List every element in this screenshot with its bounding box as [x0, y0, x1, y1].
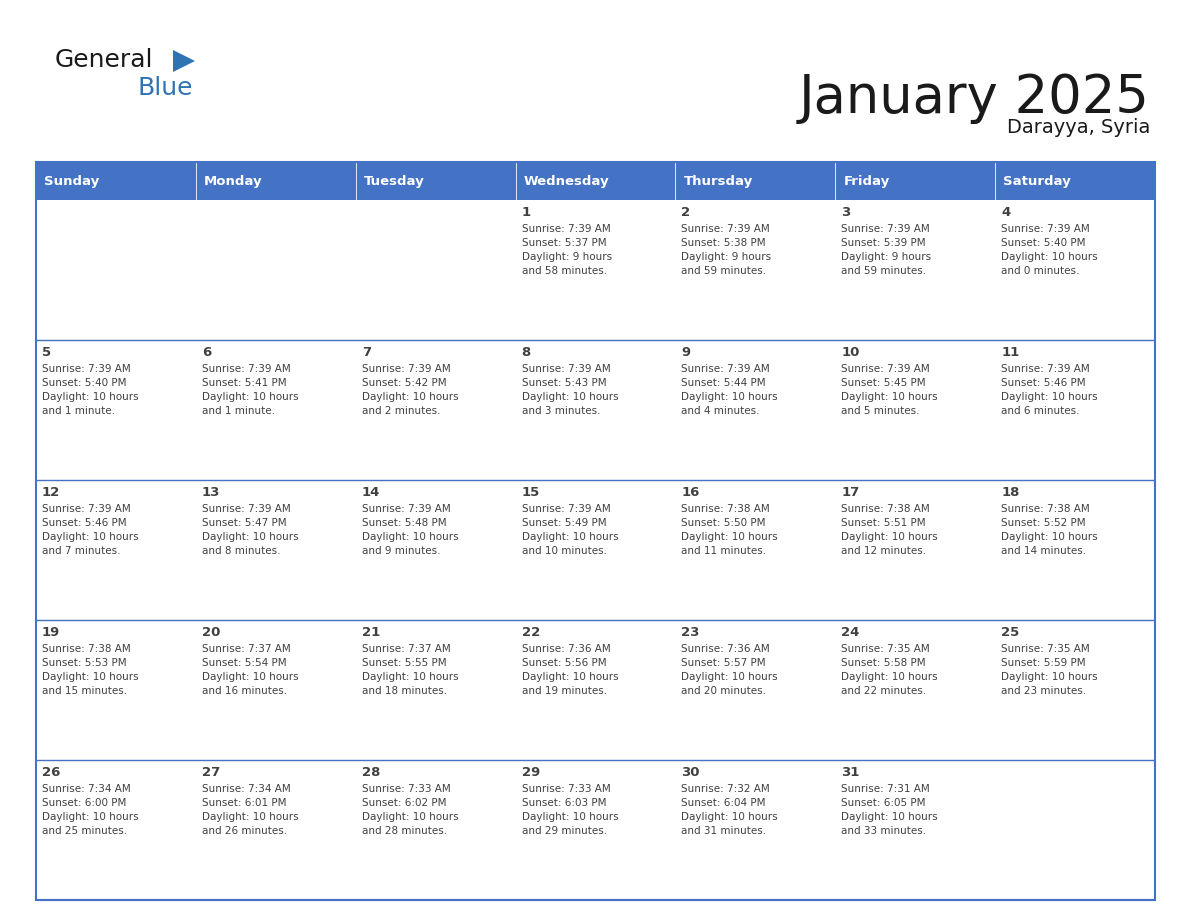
Text: 26: 26 — [42, 766, 61, 779]
Text: 21: 21 — [361, 626, 380, 639]
Bar — [36, 760, 1155, 900]
Text: Sunrise: 7:31 AM
Sunset: 6:05 PM
Daylight: 10 hours
and 33 minutes.: Sunrise: 7:31 AM Sunset: 6:05 PM Dayligh… — [841, 784, 937, 836]
Text: Sunrise: 7:39 AM
Sunset: 5:38 PM
Daylight: 9 hours
and 59 minutes.: Sunrise: 7:39 AM Sunset: 5:38 PM Dayligh… — [682, 224, 771, 276]
Text: 4: 4 — [1001, 206, 1010, 219]
Text: Sunrise: 7:38 AM
Sunset: 5:53 PM
Daylight: 10 hours
and 15 minutes.: Sunrise: 7:38 AM Sunset: 5:53 PM Dayligh… — [42, 644, 139, 696]
Text: Sunrise: 7:39 AM
Sunset: 5:45 PM
Daylight: 10 hours
and 5 minutes.: Sunrise: 7:39 AM Sunset: 5:45 PM Dayligh… — [841, 364, 937, 416]
Text: 3: 3 — [841, 206, 851, 219]
Text: 14: 14 — [361, 486, 380, 499]
Text: Sunrise: 7:35 AM
Sunset: 5:58 PM
Daylight: 10 hours
and 22 minutes.: Sunrise: 7:35 AM Sunset: 5:58 PM Dayligh… — [841, 644, 937, 696]
Text: 12: 12 — [42, 486, 61, 499]
Text: Darayya, Syria: Darayya, Syria — [1006, 118, 1150, 137]
Text: Sunrise: 7:39 AM
Sunset: 5:37 PM
Daylight: 9 hours
and 58 minutes.: Sunrise: 7:39 AM Sunset: 5:37 PM Dayligh… — [522, 224, 612, 276]
Text: Sunrise: 7:38 AM
Sunset: 5:51 PM
Daylight: 10 hours
and 12 minutes.: Sunrise: 7:38 AM Sunset: 5:51 PM Dayligh… — [841, 504, 937, 556]
Text: 15: 15 — [522, 486, 539, 499]
Text: 13: 13 — [202, 486, 220, 499]
Text: 20: 20 — [202, 626, 220, 639]
Text: Sunrise: 7:39 AM
Sunset: 5:41 PM
Daylight: 10 hours
and 1 minute.: Sunrise: 7:39 AM Sunset: 5:41 PM Dayligh… — [202, 364, 298, 416]
Text: 1: 1 — [522, 206, 531, 219]
Text: Sunrise: 7:34 AM
Sunset: 6:00 PM
Daylight: 10 hours
and 25 minutes.: Sunrise: 7:34 AM Sunset: 6:00 PM Dayligh… — [42, 784, 139, 836]
Text: Saturday: Saturday — [1003, 174, 1070, 187]
Text: 9: 9 — [682, 346, 690, 359]
Text: Friday: Friday — [843, 174, 890, 187]
Text: Monday: Monday — [204, 174, 263, 187]
Text: Sunrise: 7:39 AM
Sunset: 5:39 PM
Daylight: 9 hours
and 59 minutes.: Sunrise: 7:39 AM Sunset: 5:39 PM Dayligh… — [841, 224, 931, 276]
Text: Thursday: Thursday — [683, 174, 753, 187]
Bar — [36, 162, 196, 200]
Text: 24: 24 — [841, 626, 860, 639]
Bar — [36, 162, 1155, 900]
Text: 31: 31 — [841, 766, 860, 779]
Text: 22: 22 — [522, 626, 539, 639]
Text: January 2025: January 2025 — [800, 72, 1150, 124]
Text: 27: 27 — [202, 766, 220, 779]
Bar — [835, 162, 996, 200]
Text: General: General — [55, 48, 153, 72]
Text: Sunrise: 7:36 AM
Sunset: 5:56 PM
Daylight: 10 hours
and 19 minutes.: Sunrise: 7:36 AM Sunset: 5:56 PM Dayligh… — [522, 644, 618, 696]
Text: Sunrise: 7:39 AM
Sunset: 5:46 PM
Daylight: 10 hours
and 7 minutes.: Sunrise: 7:39 AM Sunset: 5:46 PM Dayligh… — [42, 504, 139, 556]
Bar — [355, 162, 516, 200]
Bar — [996, 162, 1155, 200]
Text: Sunday: Sunday — [44, 174, 100, 187]
Polygon shape — [173, 50, 195, 72]
Text: Sunrise: 7:39 AM
Sunset: 5:42 PM
Daylight: 10 hours
and 2 minutes.: Sunrise: 7:39 AM Sunset: 5:42 PM Dayligh… — [361, 364, 459, 416]
Bar — [36, 340, 1155, 480]
Text: Wednesday: Wednesday — [524, 174, 609, 187]
Text: 5: 5 — [42, 346, 51, 359]
Text: Sunrise: 7:35 AM
Sunset: 5:59 PM
Daylight: 10 hours
and 23 minutes.: Sunrise: 7:35 AM Sunset: 5:59 PM Dayligh… — [1001, 644, 1098, 696]
Text: 16: 16 — [682, 486, 700, 499]
Text: Sunrise: 7:39 AM
Sunset: 5:48 PM
Daylight: 10 hours
and 9 minutes.: Sunrise: 7:39 AM Sunset: 5:48 PM Dayligh… — [361, 504, 459, 556]
Text: 29: 29 — [522, 766, 539, 779]
Text: 11: 11 — [1001, 346, 1019, 359]
Text: Sunrise: 7:39 AM
Sunset: 5:49 PM
Daylight: 10 hours
and 10 minutes.: Sunrise: 7:39 AM Sunset: 5:49 PM Dayligh… — [522, 504, 618, 556]
Text: 30: 30 — [682, 766, 700, 779]
Text: 25: 25 — [1001, 626, 1019, 639]
Bar — [36, 620, 1155, 760]
Text: Sunrise: 7:33 AM
Sunset: 6:03 PM
Daylight: 10 hours
and 29 minutes.: Sunrise: 7:33 AM Sunset: 6:03 PM Dayligh… — [522, 784, 618, 836]
Text: 23: 23 — [682, 626, 700, 639]
Bar — [516, 162, 676, 200]
Text: 19: 19 — [42, 626, 61, 639]
Text: Sunrise: 7:33 AM
Sunset: 6:02 PM
Daylight: 10 hours
and 28 minutes.: Sunrise: 7:33 AM Sunset: 6:02 PM Dayligh… — [361, 784, 459, 836]
Text: Blue: Blue — [137, 76, 192, 100]
Text: 7: 7 — [361, 346, 371, 359]
Text: 8: 8 — [522, 346, 531, 359]
Text: 28: 28 — [361, 766, 380, 779]
Text: Sunrise: 7:34 AM
Sunset: 6:01 PM
Daylight: 10 hours
and 26 minutes.: Sunrise: 7:34 AM Sunset: 6:01 PM Dayligh… — [202, 784, 298, 836]
Text: 6: 6 — [202, 346, 211, 359]
Text: 2: 2 — [682, 206, 690, 219]
Text: 17: 17 — [841, 486, 860, 499]
Bar — [196, 162, 355, 200]
Text: Sunrise: 7:37 AM
Sunset: 5:55 PM
Daylight: 10 hours
and 18 minutes.: Sunrise: 7:37 AM Sunset: 5:55 PM Dayligh… — [361, 644, 459, 696]
Bar — [676, 162, 835, 200]
Text: Sunrise: 7:36 AM
Sunset: 5:57 PM
Daylight: 10 hours
and 20 minutes.: Sunrise: 7:36 AM Sunset: 5:57 PM Dayligh… — [682, 644, 778, 696]
Text: 18: 18 — [1001, 486, 1019, 499]
Text: Sunrise: 7:39 AM
Sunset: 5:46 PM
Daylight: 10 hours
and 6 minutes.: Sunrise: 7:39 AM Sunset: 5:46 PM Dayligh… — [1001, 364, 1098, 416]
Bar — [36, 200, 1155, 340]
Bar — [36, 480, 1155, 620]
Text: 10: 10 — [841, 346, 860, 359]
Text: Sunrise: 7:39 AM
Sunset: 5:43 PM
Daylight: 10 hours
and 3 minutes.: Sunrise: 7:39 AM Sunset: 5:43 PM Dayligh… — [522, 364, 618, 416]
Text: Sunrise: 7:39 AM
Sunset: 5:47 PM
Daylight: 10 hours
and 8 minutes.: Sunrise: 7:39 AM Sunset: 5:47 PM Dayligh… — [202, 504, 298, 556]
Text: Sunrise: 7:39 AM
Sunset: 5:40 PM
Daylight: 10 hours
and 0 minutes.: Sunrise: 7:39 AM Sunset: 5:40 PM Dayligh… — [1001, 224, 1098, 276]
Text: Sunrise: 7:38 AM
Sunset: 5:52 PM
Daylight: 10 hours
and 14 minutes.: Sunrise: 7:38 AM Sunset: 5:52 PM Dayligh… — [1001, 504, 1098, 556]
Text: Tuesday: Tuesday — [364, 174, 424, 187]
Text: Sunrise: 7:39 AM
Sunset: 5:40 PM
Daylight: 10 hours
and 1 minute.: Sunrise: 7:39 AM Sunset: 5:40 PM Dayligh… — [42, 364, 139, 416]
Text: Sunrise: 7:37 AM
Sunset: 5:54 PM
Daylight: 10 hours
and 16 minutes.: Sunrise: 7:37 AM Sunset: 5:54 PM Dayligh… — [202, 644, 298, 696]
Text: Sunrise: 7:38 AM
Sunset: 5:50 PM
Daylight: 10 hours
and 11 minutes.: Sunrise: 7:38 AM Sunset: 5:50 PM Dayligh… — [682, 504, 778, 556]
Text: Sunrise: 7:39 AM
Sunset: 5:44 PM
Daylight: 10 hours
and 4 minutes.: Sunrise: 7:39 AM Sunset: 5:44 PM Dayligh… — [682, 364, 778, 416]
Text: Sunrise: 7:32 AM
Sunset: 6:04 PM
Daylight: 10 hours
and 31 minutes.: Sunrise: 7:32 AM Sunset: 6:04 PM Dayligh… — [682, 784, 778, 836]
